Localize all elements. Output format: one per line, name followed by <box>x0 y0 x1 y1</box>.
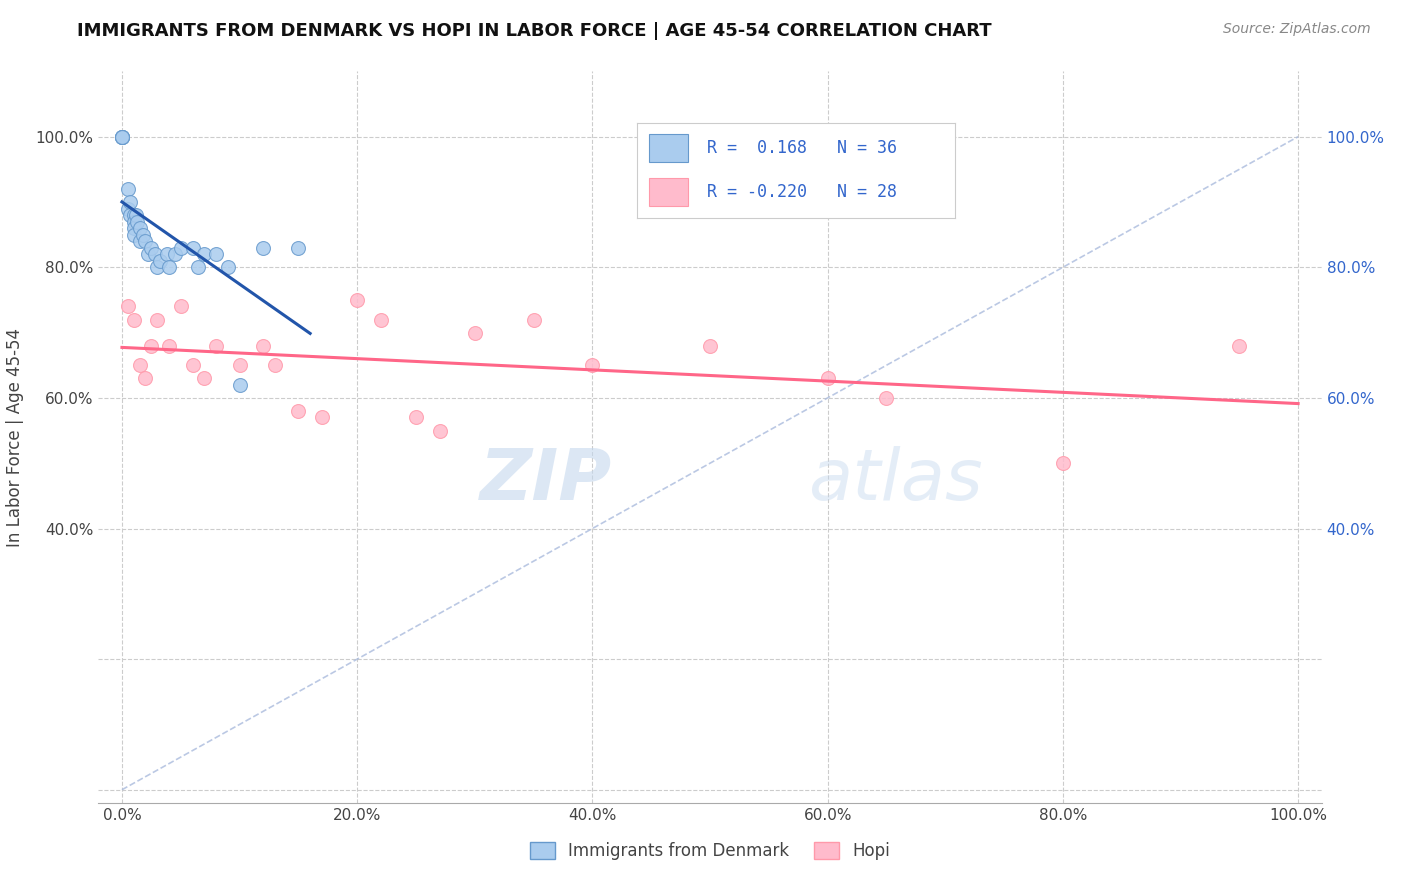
Text: atlas: atlas <box>808 447 983 516</box>
Point <box>405 410 427 425</box>
Point <box>128 234 150 248</box>
Point <box>134 234 156 248</box>
Point <box>193 247 215 261</box>
Point <box>263 358 285 372</box>
Point <box>287 241 309 255</box>
Point <box>132 227 155 242</box>
Point <box>122 214 145 228</box>
Point <box>429 424 451 438</box>
Point <box>127 214 149 228</box>
Point <box>120 208 142 222</box>
Point <box>187 260 209 275</box>
Point <box>1052 456 1074 470</box>
Point <box>122 227 145 242</box>
Text: Source: ZipAtlas.com: Source: ZipAtlas.com <box>1223 22 1371 37</box>
Text: ZIP: ZIP <box>479 447 612 516</box>
Point <box>136 247 159 261</box>
Y-axis label: In Labor Force | Age 45-54: In Labor Force | Age 45-54 <box>7 327 24 547</box>
Point <box>370 312 392 326</box>
Point <box>128 358 150 372</box>
Point <box>875 391 897 405</box>
Point <box>122 221 145 235</box>
Point <box>228 358 250 372</box>
Point <box>699 338 721 352</box>
Point <box>117 300 139 314</box>
Point <box>252 241 274 255</box>
Point <box>111 129 134 144</box>
Point <box>128 221 150 235</box>
Point <box>311 410 333 425</box>
Point <box>170 241 193 255</box>
Point <box>120 194 142 209</box>
Point <box>117 202 139 216</box>
Point <box>523 312 546 326</box>
Point <box>464 326 486 340</box>
Point <box>156 247 179 261</box>
Point <box>122 312 145 326</box>
Point <box>181 358 204 372</box>
Legend: Immigrants from Denmark, Hopi: Immigrants from Denmark, Hopi <box>530 842 890 860</box>
Point <box>217 260 239 275</box>
Point <box>205 247 228 261</box>
Point <box>287 404 309 418</box>
Point <box>181 241 204 255</box>
Point <box>157 260 180 275</box>
Point <box>205 338 228 352</box>
Point <box>149 253 172 268</box>
Point <box>141 338 163 352</box>
Point <box>252 338 274 352</box>
Point <box>141 241 163 255</box>
Point <box>157 338 180 352</box>
Point <box>125 208 148 222</box>
Point <box>111 129 134 144</box>
Point <box>143 247 166 261</box>
Point <box>193 371 215 385</box>
Point <box>817 371 839 385</box>
Point <box>111 129 134 144</box>
Point <box>346 293 368 307</box>
Point <box>1227 338 1250 352</box>
Point <box>146 260 169 275</box>
Point <box>170 300 193 314</box>
Point <box>111 129 134 144</box>
Point <box>111 129 134 144</box>
Point <box>122 208 145 222</box>
Point <box>134 371 156 385</box>
Point <box>117 182 139 196</box>
Point <box>146 312 169 326</box>
Point <box>228 377 250 392</box>
Point <box>581 358 603 372</box>
Point <box>163 247 186 261</box>
Text: IMMIGRANTS FROM DENMARK VS HOPI IN LABOR FORCE | AGE 45-54 CORRELATION CHART: IMMIGRANTS FROM DENMARK VS HOPI IN LABOR… <box>77 22 993 40</box>
